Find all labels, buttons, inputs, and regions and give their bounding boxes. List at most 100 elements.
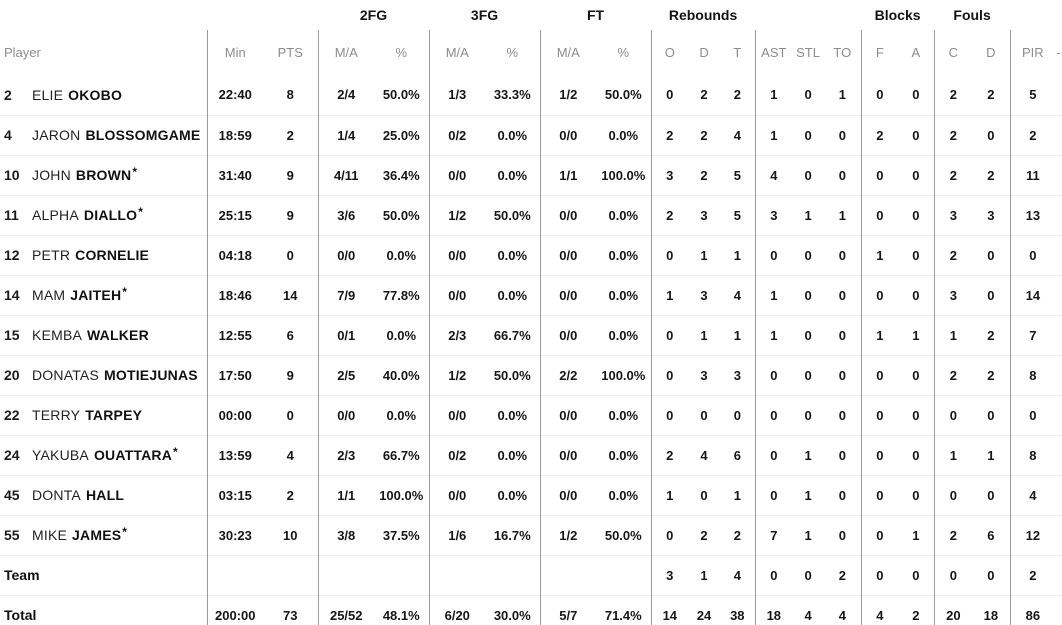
cell-ft_ma: 0/0 <box>539 474 597 515</box>
table-row-blossomgame: 4 JARON BLOSSOMGAME 18:59 2 1/4 25.0% 0/2 0.0% 0/… <box>0 114 1062 155</box>
cell-foul_c: 3 <box>933 274 973 315</box>
cell-foul_c: 2 <box>933 234 973 275</box>
cell-foul_d: 18 <box>972 594 1011 625</box>
cell-reb_d: 1 <box>688 314 721 355</box>
cell-fg3_pct: 66.7% <box>485 314 541 355</box>
column-header-pir: PIR <box>1009 30 1056 75</box>
cell-fg2_ma <box>317 554 374 595</box>
cell-pts: 14 <box>263 274 318 315</box>
cell-blk_a: 0 <box>898 274 935 315</box>
cell-to: 0 <box>824 154 862 195</box>
cell-fg3_pct <box>485 554 541 595</box>
cell-stl: 0 <box>792 274 825 315</box>
cell-blk_f: 1 <box>860 234 899 275</box>
cell-reb_d: 0 <box>688 474 721 515</box>
cell-reb_o: 2 <box>650 114 689 155</box>
cell-pts: 4 <box>263 434 318 475</box>
total-row-label: Total <box>4 607 37 624</box>
cell-fg3_ma: 0/2 <box>428 114 486 155</box>
cell-foul_d: 3 <box>972 194 1011 235</box>
table-row-jaiteh: 14 MAM JAITEH* 18:46 14 7/9 77.8% 0/0 0.0% 0/0 0.0… <box>0 274 1062 315</box>
cell-ast: 0 <box>754 354 793 395</box>
player-first-name: DONTA <box>32 487 81 503</box>
player-first-name: PETR <box>32 247 71 263</box>
cell-ft_ma: 0/0 <box>539 234 597 275</box>
cell-ast: 3 <box>754 194 793 235</box>
cell-reb_o: 0 <box>650 514 689 555</box>
cell-ft_ma: 1/1 <box>539 154 597 195</box>
player-first-name: ELIE <box>32 86 64 103</box>
player-last-name: WALKER <box>87 327 149 343</box>
jersey-number: 4 <box>4 127 12 143</box>
cell-fg3_ma: 0/0 <box>428 394 486 435</box>
cell-reb_o: 0 <box>650 75 689 115</box>
cell-blk_a: 0 <box>898 194 935 235</box>
cell-fg3_ma: 0/0 <box>428 234 486 275</box>
cell-blk_a: 0 <box>898 474 935 515</box>
overflow-cell <box>1055 514 1062 555</box>
player-last-name: BROWN <box>75 167 132 183</box>
cell-fg3_ma: 2/3 <box>428 314 486 355</box>
cell-fg3_ma: 1/2 <box>428 194 486 235</box>
player-cell: 24 YAKUBA OUATTARA* <box>0 434 207 475</box>
cell-foul_c: 1 <box>933 314 973 355</box>
cell-fg2_ma: 0/0 <box>317 234 374 275</box>
cell-blk_f: 0 <box>860 554 899 595</box>
cell-fg2_pct: 77.8% <box>374 274 430 315</box>
cell-stl: 4 <box>792 594 825 625</box>
cell-fg2_pct: 100.0% <box>374 474 430 515</box>
cell-pir: 14 <box>1009 274 1056 315</box>
cell-fg3_pct: 0.0% <box>485 394 541 435</box>
player-cell: Total <box>0 594 207 625</box>
cell-ft_pct: 0.0% <box>596 194 652 235</box>
cell-fg3_pct: 0.0% <box>485 474 541 515</box>
cell-foul_c: 3 <box>933 194 973 235</box>
cell-reb_d: 2 <box>688 514 721 555</box>
cell-min: 13:59 <box>206 434 263 475</box>
cell-fg2_pct: 0.0% <box>374 394 430 435</box>
player-last-name: JAITEH <box>70 287 122 303</box>
table-row-walker: 15 KEMBA WALKER 12:55 6 0/1 0.0% 2/3 66.7% 0/0 0.0… <box>0 314 1062 355</box>
group-header-2fg: 2FG <box>359 7 388 23</box>
cell-fg2_pct: 50.0% <box>382 87 420 103</box>
player-cell: 15 KEMBA WALKER <box>0 314 207 355</box>
cell-reb_d: 3 <box>688 274 721 315</box>
cell-reb_d: 4 <box>688 434 721 475</box>
cell-foul_c: 0 <box>933 474 973 515</box>
cell-stl: 1 <box>792 514 825 555</box>
cell-ft_pct: 0.0% <box>596 474 652 515</box>
player-cell: 22 TERRY TARPEY <box>0 394 207 435</box>
cell-ast: 0 <box>754 434 793 475</box>
cell-min: 22:40 <box>206 75 263 115</box>
table-row-ouattara: 24 YAKUBA OUATTARA* 13:59 4 2/3 66.7% 0/2 0.0% 0/… <box>0 434 1062 475</box>
player-cell: 12 PETR CORNELIE <box>0 234 207 275</box>
player-cell: 20 DONATAS MOTIEJUNAS <box>0 354 207 395</box>
jersey-number: 20 <box>4 367 20 383</box>
jersey-number: 2 <box>4 86 12 103</box>
cell-blk_a: 0 <box>912 87 920 103</box>
cell-reb_d: 0 <box>688 394 721 435</box>
table-body: 2 ELIE OKOBO 22:40 8 2/4 50.0% 1/3 33.3% 1/2 50.0%… <box>0 75 1062 625</box>
cell-blk_f: 2 <box>860 114 899 155</box>
column-header-reb-defensive: D <box>699 45 709 60</box>
spacer <box>755 0 861 30</box>
player-last-name: HALL <box>85 487 125 503</box>
column-header-blocks-favor: F <box>860 30 899 75</box>
column-header-turnovers: TO <box>833 45 852 60</box>
overflow-cell <box>1055 314 1062 355</box>
cell-pts: 9 <box>263 194 318 235</box>
cell-ft_ma: 0/0 <box>539 434 597 475</box>
cell-ast: 0 <box>754 234 793 275</box>
cell-fg2_pct: 25.0% <box>374 114 430 155</box>
cell-foul_c: 2 <box>933 514 973 555</box>
cell-ft_ma: 0/0 <box>539 274 597 315</box>
column-header-3fg-ma: M/A <box>428 30 486 75</box>
cell-to: 4 <box>824 594 862 625</box>
cell-stl: 0 <box>792 234 825 275</box>
cell-foul_d: 0 <box>972 554 1011 595</box>
cell-reb_d: 2 <box>700 87 708 103</box>
jersey-number: 10 <box>4 167 20 183</box>
table-row-team: Team 3 1 4 0 0 2 0 0 0 0 2 <box>0 554 1062 595</box>
group-header-3fg: 3FG <box>470 7 499 23</box>
